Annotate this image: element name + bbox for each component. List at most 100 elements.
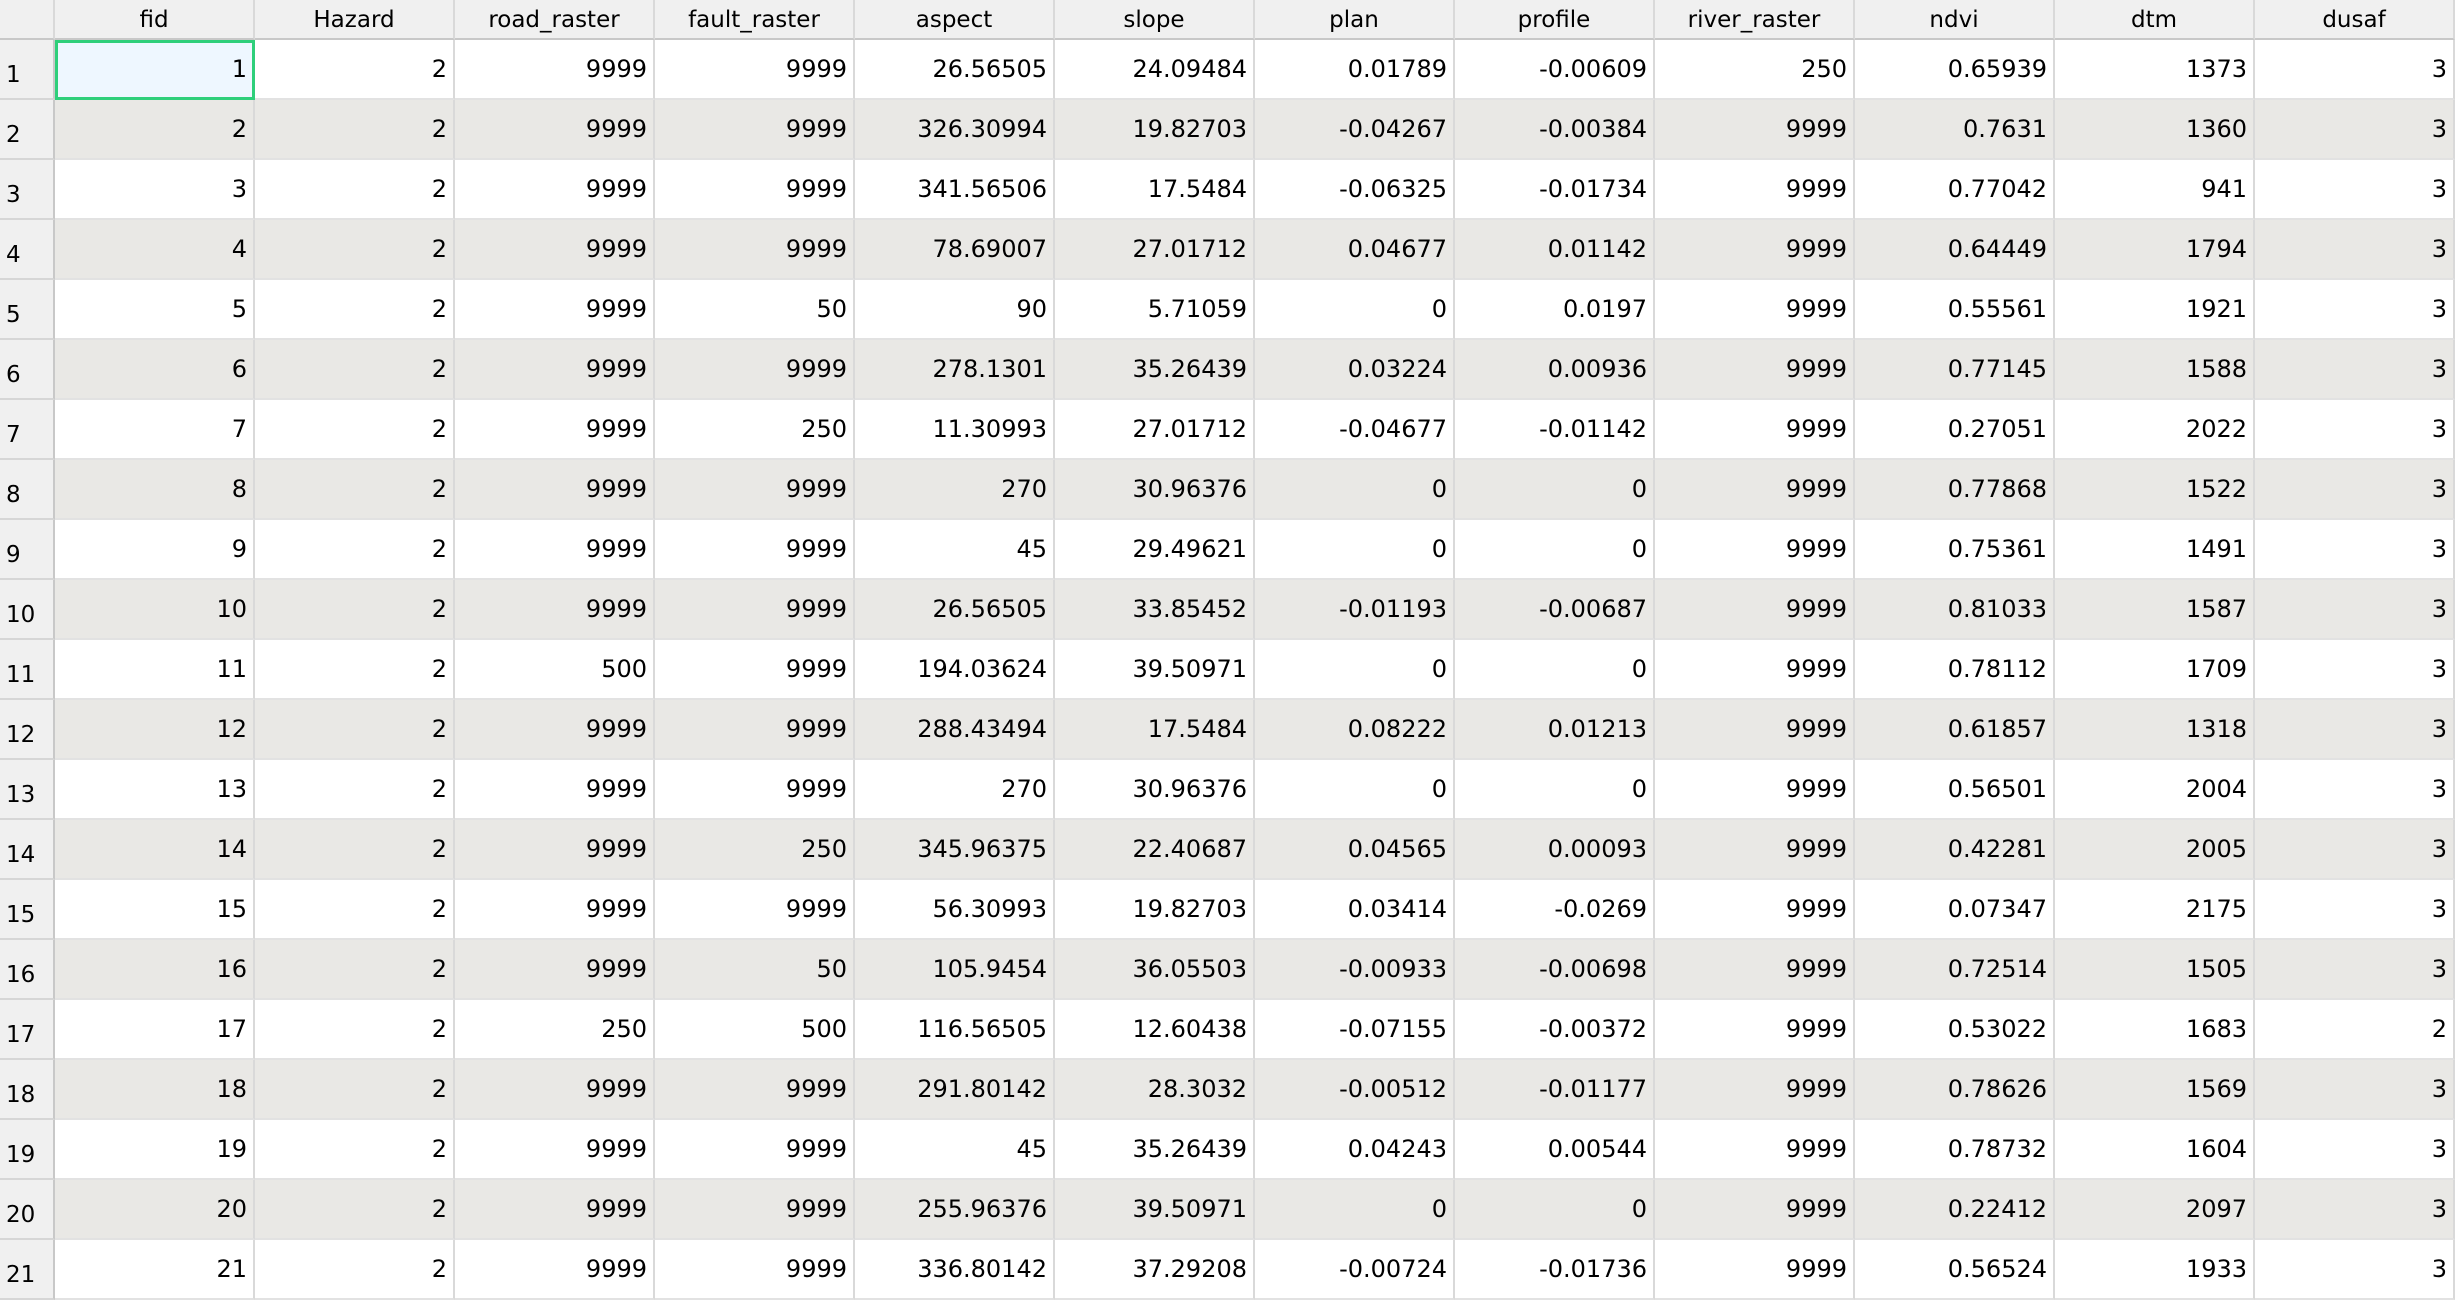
- table-cell-ndvi[interactable]: 0.64449: [1855, 220, 2055, 280]
- table-cell-road-raster[interactable]: 9999: [455, 520, 655, 580]
- table-cell-profile[interactable]: 0: [1455, 1180, 1655, 1240]
- table-cell-aspect[interactable]: 116.56505: [855, 1000, 1055, 1060]
- table-cell-slope[interactable]: 36.05503: [1055, 940, 1255, 1000]
- table-cell-fault-raster[interactable]: 9999: [655, 1180, 855, 1240]
- table-cell-road-raster[interactable]: 9999: [455, 580, 655, 640]
- table-cell-road-raster[interactable]: 9999: [455, 340, 655, 400]
- table-cell-slope[interactable]: 35.26439: [1055, 1120, 1255, 1180]
- table-cell-dusaf[interactable]: 3: [2255, 640, 2455, 700]
- table-cell-fid[interactable]: 15: [55, 880, 255, 940]
- table-cell-fault-raster[interactable]: 9999: [655, 1120, 855, 1180]
- table-cell-ndvi[interactable]: 0.55561: [1855, 280, 2055, 340]
- table-cell-ndvi[interactable]: 0.56524: [1855, 1240, 2055, 1300]
- row-header[interactable]: 21: [0, 1240, 55, 1300]
- table-cell-slope[interactable]: 19.82703: [1055, 100, 1255, 160]
- table-cell-road-raster[interactable]: 9999: [455, 460, 655, 520]
- row-header[interactable]: 2: [0, 100, 55, 160]
- table-cell-fault-raster[interactable]: 9999: [655, 220, 855, 280]
- table-cell-fid[interactable]: 10: [55, 580, 255, 640]
- table-cell-slope[interactable]: 24.09484: [1055, 40, 1255, 100]
- table-cell-road-raster[interactable]: 9999: [455, 700, 655, 760]
- row-header[interactable]: 6: [0, 340, 55, 400]
- row-header[interactable]: 10: [0, 580, 55, 640]
- table-cell-plan[interactable]: 0.04565: [1255, 820, 1455, 880]
- table-cell-dusaf[interactable]: 3: [2255, 40, 2455, 100]
- table-cell-river-raster[interactable]: 9999: [1655, 940, 1855, 1000]
- table-cell-slope[interactable]: 27.01712: [1055, 400, 1255, 460]
- table-cell-hazard[interactable]: 2: [255, 1060, 455, 1120]
- table-cell-dusaf[interactable]: 3: [2255, 700, 2455, 760]
- table-cell-dtm[interactable]: 1491: [2055, 520, 2255, 580]
- table-cell-hazard[interactable]: 2: [255, 280, 455, 340]
- table-cell-profile[interactable]: 0.01142: [1455, 220, 1655, 280]
- table-cell-river-raster[interactable]: 9999: [1655, 700, 1855, 760]
- table-cell-hazard[interactable]: 2: [255, 1000, 455, 1060]
- table-cell-dtm[interactable]: 1588: [2055, 340, 2255, 400]
- table-cell-profile[interactable]: -0.01177: [1455, 1060, 1655, 1120]
- table-cell-dtm[interactable]: 1318: [2055, 700, 2255, 760]
- table-cell-profile[interactable]: 0.00544: [1455, 1120, 1655, 1180]
- column-header-profile[interactable]: profile: [1455, 0, 1655, 40]
- row-header[interactable]: 1: [0, 40, 55, 100]
- table-cell-hazard[interactable]: 2: [255, 400, 455, 460]
- table-cell-fid[interactable]: 6: [55, 340, 255, 400]
- table-cell-dusaf[interactable]: 3: [2255, 1060, 2455, 1120]
- table-cell-profile[interactable]: -0.00687: [1455, 580, 1655, 640]
- column-header-dusaf[interactable]: dusaf: [2255, 0, 2455, 40]
- table-cell-hazard[interactable]: 2: [255, 940, 455, 1000]
- table-cell-fault-raster[interactable]: 9999: [655, 460, 855, 520]
- table-cell-river-raster[interactable]: 9999: [1655, 880, 1855, 940]
- table-cell-hazard[interactable]: 2: [255, 1240, 455, 1300]
- table-cell-slope[interactable]: 22.40687: [1055, 820, 1255, 880]
- table-cell-road-raster[interactable]: 9999: [455, 400, 655, 460]
- table-cell-profile[interactable]: -0.00372: [1455, 1000, 1655, 1060]
- table-cell-profile[interactable]: -0.00698: [1455, 940, 1655, 1000]
- column-header-plan[interactable]: plan: [1255, 0, 1455, 40]
- table-cell-hazard[interactable]: 2: [255, 460, 455, 520]
- table-cell-profile[interactable]: 0: [1455, 760, 1655, 820]
- table-cell-river-raster[interactable]: 9999: [1655, 220, 1855, 280]
- table-cell-river-raster[interactable]: 9999: [1655, 580, 1855, 640]
- table-cell-road-raster[interactable]: 9999: [455, 1180, 655, 1240]
- table-cell-dusaf[interactable]: 3: [2255, 220, 2455, 280]
- table-cell-hazard[interactable]: 2: [255, 520, 455, 580]
- table-cell-fid[interactable]: 14: [55, 820, 255, 880]
- table-cell-hazard[interactable]: 2: [255, 340, 455, 400]
- table-cell-ndvi[interactable]: 0.77868: [1855, 460, 2055, 520]
- table-cell-dusaf[interactable]: 3: [2255, 160, 2455, 220]
- table-cell-fault-raster[interactable]: 9999: [655, 160, 855, 220]
- table-cell-dtm[interactable]: 1569: [2055, 1060, 2255, 1120]
- table-cell-river-raster[interactable]: 9999: [1655, 760, 1855, 820]
- table-cell-slope[interactable]: 37.29208: [1055, 1240, 1255, 1300]
- table-cell-plan[interactable]: 0: [1255, 1180, 1455, 1240]
- table-cell-fault-raster[interactable]: 50: [655, 940, 855, 1000]
- table-cell-dtm[interactable]: 2175: [2055, 880, 2255, 940]
- table-cell-road-raster[interactable]: 250: [455, 1000, 655, 1060]
- table-cell-slope[interactable]: 39.50971: [1055, 640, 1255, 700]
- table-cell-aspect[interactable]: 90: [855, 280, 1055, 340]
- table-cell-road-raster[interactable]: 9999: [455, 940, 655, 1000]
- table-cell-road-raster[interactable]: 9999: [455, 40, 655, 100]
- table-cell-slope[interactable]: 19.82703: [1055, 880, 1255, 940]
- table-cell-profile[interactable]: 0.01213: [1455, 700, 1655, 760]
- table-cell-road-raster[interactable]: 9999: [455, 1120, 655, 1180]
- row-header[interactable]: 5: [0, 280, 55, 340]
- table-cell-dusaf[interactable]: 3: [2255, 940, 2455, 1000]
- table-cell-hazard[interactable]: 2: [255, 760, 455, 820]
- table-cell-ndvi[interactable]: 0.78626: [1855, 1060, 2055, 1120]
- table-cell-aspect[interactable]: 78.69007: [855, 220, 1055, 280]
- table-cell-dusaf[interactable]: 3: [2255, 580, 2455, 640]
- table-cell-ndvi[interactable]: 0.7631: [1855, 100, 2055, 160]
- table-cell-plan[interactable]: -0.04267: [1255, 100, 1455, 160]
- table-cell-river-raster[interactable]: 9999: [1655, 400, 1855, 460]
- table-cell-fid[interactable]: 20: [55, 1180, 255, 1240]
- table-cell-plan[interactable]: 0.01789: [1255, 40, 1455, 100]
- table-cell-road-raster[interactable]: 9999: [455, 160, 655, 220]
- table-cell-hazard[interactable]: 2: [255, 1120, 455, 1180]
- table-cell-profile[interactable]: -0.0269: [1455, 880, 1655, 940]
- table-cell-river-raster[interactable]: 9999: [1655, 820, 1855, 880]
- row-header[interactable]: 12: [0, 700, 55, 760]
- table-cell-dtm[interactable]: 1683: [2055, 1000, 2255, 1060]
- table-cell-aspect[interactable]: 45: [855, 520, 1055, 580]
- table-cell-road-raster[interactable]: 9999: [455, 820, 655, 880]
